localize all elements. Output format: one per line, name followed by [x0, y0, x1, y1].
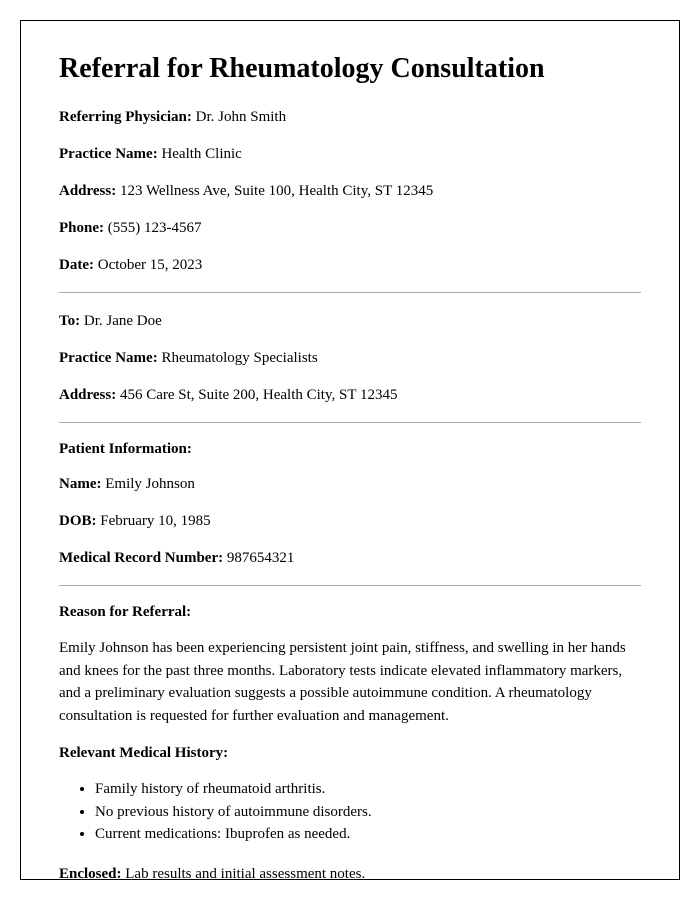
reason-body: Emily Johnson has been experiencing pers… [59, 637, 641, 727]
recipient-to-value: Dr. Jane Doe [80, 313, 162, 329]
referring-practice-row: Practice Name: Health Clinic [59, 144, 641, 165]
referral-document: Referral for Rheumatology Consultation R… [20, 20, 680, 880]
recipient-address-value: 456 Care St, Suite 200, Health City, ST … [116, 387, 397, 403]
referring-date-label: Date: [59, 257, 94, 273]
recipient-practice-row: Practice Name: Rheumatology Specialists [59, 348, 641, 369]
enclosed-label: Enclosed: [59, 866, 122, 881]
reason-header: Reason for Referral: [59, 604, 641, 621]
patient-dob-value: February 10, 1985 [97, 513, 211, 529]
referring-address-row: Address: 123 Wellness Ave, Suite 100, He… [59, 181, 641, 202]
referring-physician-label: Referring Physician: [59, 109, 192, 125]
recipient-address-row: Address: 456 Care St, Suite 200, Health … [59, 385, 641, 406]
history-list: Family history of rheumatoid arthritis. … [95, 778, 641, 846]
patient-name-row: Name: Emily Johnson [59, 474, 641, 495]
referring-address-value: 123 Wellness Ave, Suite 100, Health City… [116, 183, 433, 199]
referring-phone-row: Phone: (555) 123-4567 [59, 218, 641, 239]
referring-phone-label: Phone: [59, 220, 104, 236]
patient-mrn-label: Medical Record Number: [59, 550, 223, 566]
patient-mrn-row: Medical Record Number: 987654321 [59, 548, 641, 569]
referring-physician-row: Referring Physician: Dr. John Smith [59, 107, 641, 128]
enclosed-value: Lab results and initial assessment notes… [122, 866, 366, 881]
referring-phone-value: (555) 123-4567 [104, 220, 202, 236]
divider-3 [59, 585, 641, 586]
referring-date-row: Date: October 15, 2023 [59, 255, 641, 276]
recipient-practice-value: Rheumatology Specialists [158, 350, 318, 366]
referring-address-label: Address: [59, 183, 116, 199]
list-item: No previous history of autoimmune disord… [95, 801, 641, 824]
divider-2 [59, 422, 641, 423]
list-item: Current medications: Ibuprofen as needed… [95, 823, 641, 846]
patient-name-label: Name: [59, 476, 101, 492]
patient-name-value: Emily Johnson [101, 476, 194, 492]
recipient-to-label: To: [59, 313, 80, 329]
list-item: Family history of rheumatoid arthritis. [95, 778, 641, 801]
referring-practice-label: Practice Name: [59, 146, 158, 162]
patient-info-header: Patient Information: [59, 441, 641, 458]
patient-dob-label: DOB: [59, 513, 97, 529]
history-header: Relevant Medical History: [59, 745, 641, 762]
patient-dob-row: DOB: February 10, 1985 [59, 511, 641, 532]
recipient-address-label: Address: [59, 387, 116, 403]
recipient-to-row: To: Dr. Jane Doe [59, 311, 641, 332]
divider-1 [59, 292, 641, 293]
patient-mrn-value: 987654321 [223, 550, 294, 566]
referring-practice-value: Health Clinic [158, 146, 242, 162]
referring-physician-value: Dr. John Smith [192, 109, 286, 125]
document-title: Referral for Rheumatology Consultation [59, 53, 641, 85]
recipient-practice-label: Practice Name: [59, 350, 158, 366]
referring-date-value: October 15, 2023 [94, 257, 202, 273]
enclosed-row: Enclosed: Lab results and initial assess… [59, 864, 641, 881]
